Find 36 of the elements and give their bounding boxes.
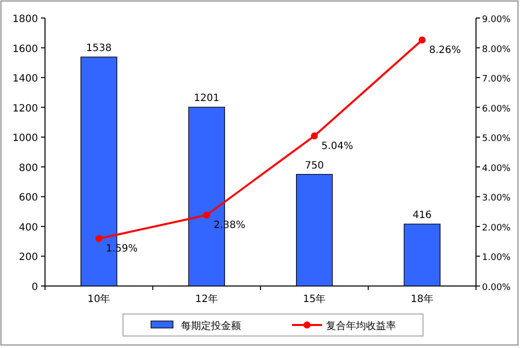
y-tick-label: 600 — [18, 192, 38, 204]
x-tick-label: 12年 — [195, 293, 218, 305]
y-tick-label: 200 — [18, 252, 38, 264]
y2-tick-label: 6.00% — [482, 104, 512, 114]
x-tick-label: 15年 — [303, 293, 326, 305]
y2-tick-label: 2.00% — [482, 223, 512, 234]
y-tick-label: 400 — [18, 222, 38, 234]
data-label: 750 — [304, 160, 324, 172]
y-tick-label: 800 — [18, 162, 38, 174]
data-label: 416 — [412, 210, 432, 222]
point — [203, 212, 210, 219]
y-tick-label: 1400 — [12, 74, 38, 85]
y-tick-label: 1800 — [12, 14, 38, 25]
y2-tick-label: 9.00% — [482, 15, 512, 25]
data-label: 5.04% — [321, 140, 354, 152]
y2-tick-label: 4.00% — [482, 164, 512, 174]
point — [418, 36, 426, 44]
legend-label: 复合年均收益率 — [326, 320, 396, 332]
point — [310, 132, 318, 140]
y-tick-label: 1600 — [12, 44, 38, 55]
y2-tick-label: 5.00% — [482, 134, 512, 144]
point — [95, 235, 102, 242]
y2-tick-label: 8.00% — [482, 44, 512, 55]
y-tick-label: 1000 — [12, 133, 38, 144]
data-label: 8.26% — [429, 45, 461, 56]
data-label: 1538 — [86, 43, 112, 54]
y-tick-label: 0 — [32, 282, 38, 293]
y-tick-label: 1200 — [12, 103, 38, 114]
data-label: 1201 — [194, 93, 220, 104]
y2-tick-label: 1.00% — [482, 253, 512, 264]
y2-tick-label: 3.00% — [482, 194, 512, 204]
x-tick-label: 18年 — [410, 293, 434, 305]
legend-label: 每期定投金额 — [181, 320, 241, 332]
x-tick-label: 10年 — [88, 293, 110, 305]
y2-tick-label: 0.00% — [482, 283, 512, 293]
y2-tick-label: 7.00% — [482, 74, 512, 85]
